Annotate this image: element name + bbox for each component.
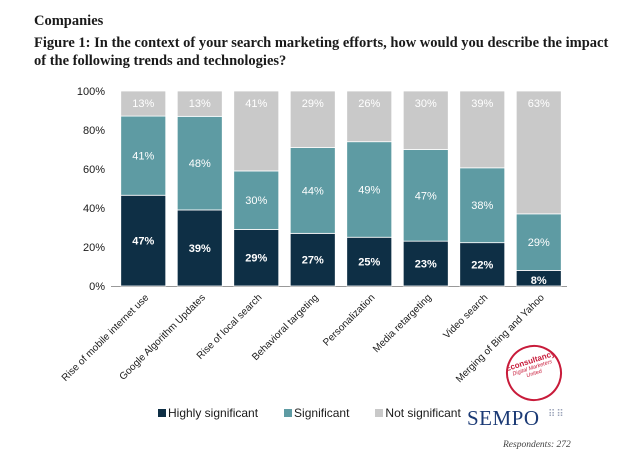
bar-segment-not-significant bbox=[176, 90, 223, 117]
data-label-significant: 38% bbox=[471, 200, 493, 212]
data-label-not-significant: 26% bbox=[358, 98, 380, 110]
y-tick-label: 100% bbox=[77, 86, 105, 98]
bar-segment-significant bbox=[402, 149, 449, 242]
data-label-significant: 29% bbox=[528, 237, 550, 249]
bar-segment-not-significant bbox=[233, 90, 280, 172]
data-label-highly-significant: 47% bbox=[132, 236, 154, 248]
respondents-note: Respondents: 272 bbox=[503, 440, 571, 450]
bar-segment-significant bbox=[233, 170, 280, 230]
legend-swatch-highly-significant bbox=[158, 409, 166, 417]
sempo-logo-dots-icon: ⠿⠿ bbox=[548, 409, 565, 420]
y-tick-label: 80% bbox=[83, 125, 105, 137]
y-tick-label: 60% bbox=[83, 164, 105, 176]
data-label-significant: 49% bbox=[358, 184, 380, 196]
data-label-significant: 47% bbox=[415, 190, 437, 202]
bar-segment-not-significant bbox=[346, 90, 393, 143]
chart-supertitle: Companies bbox=[34, 13, 104, 29]
bar-segment-not-significant bbox=[459, 90, 506, 169]
data-label-significant: 41% bbox=[132, 151, 154, 163]
x-tick-label: Personalization bbox=[321, 292, 377, 348]
data-label-highly-significant: 39% bbox=[189, 243, 211, 255]
bar-segment-highly-significant bbox=[346, 236, 393, 287]
data-label-highly-significant: 23% bbox=[415, 259, 437, 271]
y-tick-label: 0% bbox=[89, 281, 105, 293]
data-label-not-significant: 13% bbox=[132, 98, 154, 110]
bar-segment-highly-significant bbox=[120, 194, 167, 287]
bar-segment-significant bbox=[289, 147, 336, 234]
bar-segment-significant bbox=[515, 213, 562, 271]
data-label-highly-significant: 27% bbox=[302, 255, 324, 267]
x-tick-label: Video search bbox=[441, 292, 490, 341]
sempo-logo: SEMPO bbox=[467, 406, 540, 430]
bar-segment-not-significant bbox=[515, 90, 562, 215]
bar-segment-highly-significant bbox=[233, 229, 280, 287]
data-label-not-significant: 29% bbox=[302, 98, 324, 110]
data-label-not-significant: 39% bbox=[471, 98, 493, 110]
bar-segment-highly-significant bbox=[459, 242, 506, 287]
chart-legend: Highly significant Significant Not signi… bbox=[158, 406, 487, 420]
legend-item-significant: Significant bbox=[284, 406, 349, 420]
y-tick-label: 20% bbox=[83, 242, 105, 254]
data-label-highly-significant: 22% bbox=[471, 259, 493, 271]
legend-item-highly-significant: Highly significant bbox=[158, 406, 258, 420]
x-tick-label: Media retargeting bbox=[371, 292, 434, 355]
bar-segment-not-significant bbox=[402, 90, 449, 150]
bar-segment-significant bbox=[459, 167, 506, 244]
bar-segment-significant bbox=[120, 115, 167, 196]
y-tick-label: 40% bbox=[83, 203, 105, 215]
data-label-not-significant: 63% bbox=[528, 98, 550, 110]
data-label-significant: 44% bbox=[302, 185, 324, 197]
data-label-not-significant: 41% bbox=[245, 98, 267, 110]
data-label-significant: 30% bbox=[245, 195, 267, 207]
bar-segment-not-significant bbox=[120, 90, 167, 117]
legend-item-not-significant: Not significant bbox=[375, 406, 461, 420]
bar-segment-significant bbox=[346, 141, 393, 238]
data-label-highly-significant: 25% bbox=[358, 257, 380, 269]
data-label-highly-significant: 29% bbox=[245, 253, 267, 265]
data-label-not-significant: 30% bbox=[415, 98, 437, 110]
legend-label-highly-significant: Highly significant bbox=[168, 406, 259, 420]
legend-label-not-significant: Not significant bbox=[385, 406, 461, 420]
legend-swatch-not-significant bbox=[375, 409, 384, 417]
data-label-not-significant: 13% bbox=[189, 98, 211, 110]
chart-title: Figure 1: In the context of your search … bbox=[34, 35, 609, 69]
data-label-highly-significant: 8% bbox=[531, 275, 547, 287]
bar-segment-not-significant bbox=[289, 90, 336, 148]
legend-swatch-significant bbox=[284, 409, 293, 417]
legend-label-significant: Significant bbox=[294, 406, 350, 420]
bar-segment-highly-significant bbox=[402, 240, 449, 287]
bar-segment-highly-significant bbox=[289, 232, 336, 287]
data-label-significant: 48% bbox=[189, 158, 211, 170]
